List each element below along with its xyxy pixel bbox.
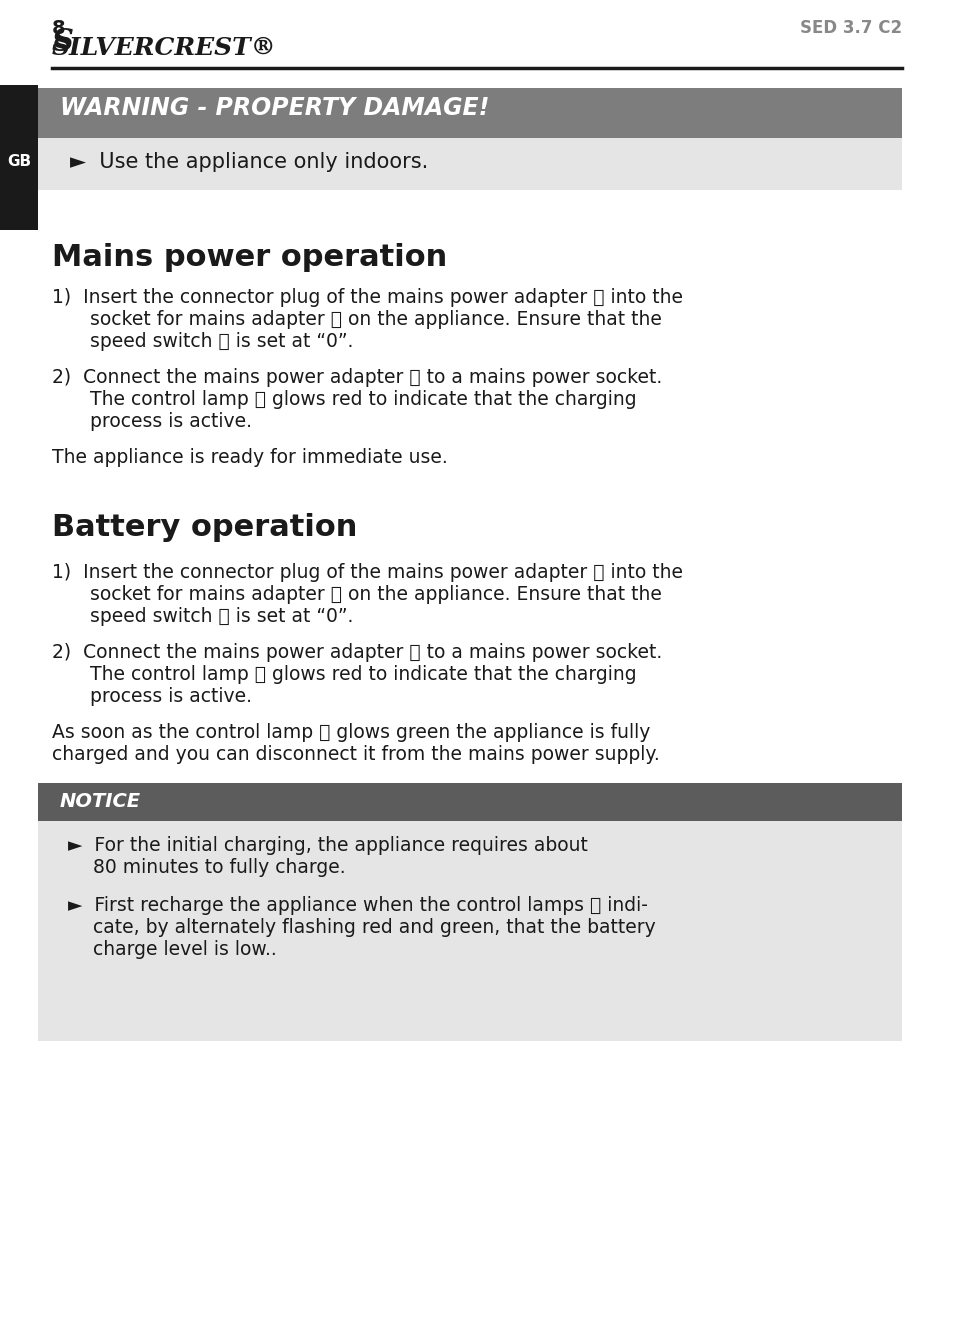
Text: charge level is low..: charge level is low.. (92, 940, 276, 959)
Text: SED 3.7 C2: SED 3.7 C2 (799, 19, 901, 37)
Text: speed switch ⓔ is set at “0”.: speed switch ⓔ is set at “0”. (90, 607, 353, 626)
Text: The control lamp ⓕ glows red to indicate that the charging: The control lamp ⓕ glows red to indicate… (90, 664, 636, 685)
Text: 2)  Connect the mains power adapter ⓕ to a mains power socket.: 2) Connect the mains power adapter ⓕ to … (52, 643, 661, 662)
Text: ►  First recharge the appliance when the control lamps ⓕ indi-: ► First recharge the appliance when the … (68, 896, 647, 915)
Text: socket for mains adapter ⓖ on the appliance. Ensure that the: socket for mains adapter ⓖ on the applia… (90, 586, 661, 604)
Bar (38, 138, 901, 190)
Text: WARNING - PROPERTY DAMAGE!: WARNING - PROPERTY DAMAGE! (60, 96, 489, 120)
Text: 1)  Insert the connector plug of the mains power adapter ⓕ into the: 1) Insert the connector plug of the main… (52, 563, 682, 582)
Text: NOTICE: NOTICE (60, 792, 141, 812)
Text: process is active.: process is active. (90, 687, 252, 706)
Text: GB: GB (7, 155, 31, 170)
Text: speed switch ⓔ is set at “0”.: speed switch ⓔ is set at “0”. (90, 332, 353, 352)
Text: SILVERCREST®: SILVERCREST® (52, 36, 276, 60)
Text: process is active.: process is active. (90, 412, 252, 431)
Bar (38, 88, 901, 138)
Text: S: S (52, 27, 74, 57)
Text: ►  Use the appliance only indoors.: ► Use the appliance only indoors. (70, 152, 428, 172)
Text: socket for mains adapter ⓖ on the appliance. Ensure that the: socket for mains adapter ⓖ on the applia… (90, 310, 661, 329)
Text: As soon as the control lamp ⓕ glows green the appliance is fully: As soon as the control lamp ⓕ glows gree… (52, 723, 650, 742)
Text: ►  For the initial charging, the appliance requires about: ► For the initial charging, the applianc… (68, 836, 587, 854)
Bar (38, 821, 901, 1042)
Text: Battery operation: Battery operation (52, 513, 357, 541)
Text: Mains power operation: Mains power operation (52, 243, 447, 271)
Text: 8: 8 (52, 19, 66, 37)
Text: The control lamp ⓕ glows red to indicate that the charging: The control lamp ⓕ glows red to indicate… (90, 390, 636, 409)
Text: The appliance is ready for immediate use.: The appliance is ready for immediate use… (52, 448, 447, 467)
Text: charged and you can disconnect it from the mains power supply.: charged and you can disconnect it from t… (52, 745, 659, 763)
Text: 1)  Insert the connector plug of the mains power adapter ⓕ into the: 1) Insert the connector plug of the main… (52, 287, 682, 308)
Text: 2)  Connect the mains power adapter ⓕ to a mains power socket.: 2) Connect the mains power adapter ⓕ to … (52, 368, 661, 386)
Text: cate, by alternately flashing red and green, that the battery: cate, by alternately flashing red and gr… (92, 919, 655, 937)
Text: 80 minutes to fully charge.: 80 minutes to fully charge. (92, 858, 345, 877)
Bar (0, 86, 38, 230)
Bar (38, 783, 901, 821)
